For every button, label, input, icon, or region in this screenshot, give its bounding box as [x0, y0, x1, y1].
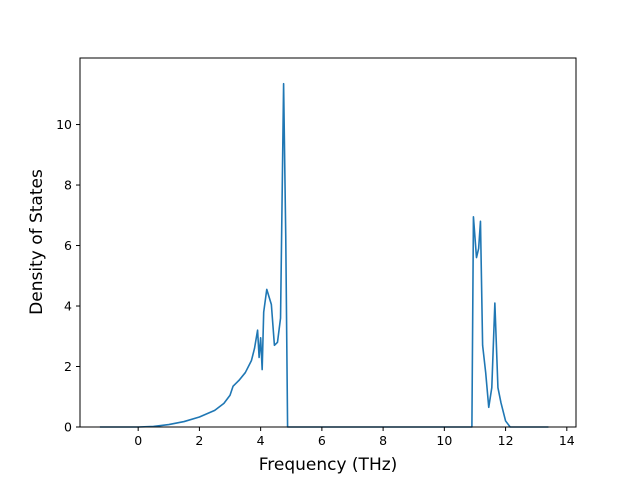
y-tick-label: 0 [64, 420, 72, 435]
y-tick-label: 4 [64, 299, 72, 314]
x-axis-title: Frequency (THz) [259, 455, 398, 475]
x-tick-label: 0 [134, 433, 142, 448]
y-axis-title: Density of States [27, 169, 47, 315]
chart-marks [99, 82, 549, 428]
series-line-0 [99, 82, 549, 428]
axis-ticks: 0 2 4 6 8 10 12 14 0 2 4 6 8 10 [56, 117, 575, 448]
x-tick-label: 14 [559, 433, 575, 448]
x-tick-label: 2 [195, 433, 203, 448]
x-tick-label: 8 [379, 433, 387, 448]
x-tick-label: 6 [318, 433, 326, 448]
y-tick-label: 8 [64, 178, 72, 193]
y-tick-label: 10 [56, 117, 72, 132]
x-tick-label: 4 [257, 433, 265, 448]
plot-frame [79, 57, 577, 428]
x-tick-label: 10 [436, 433, 452, 448]
x-tick-label: 12 [498, 433, 514, 448]
y-tick-label: 6 [64, 238, 72, 253]
y-tick-label: 2 [64, 359, 72, 374]
